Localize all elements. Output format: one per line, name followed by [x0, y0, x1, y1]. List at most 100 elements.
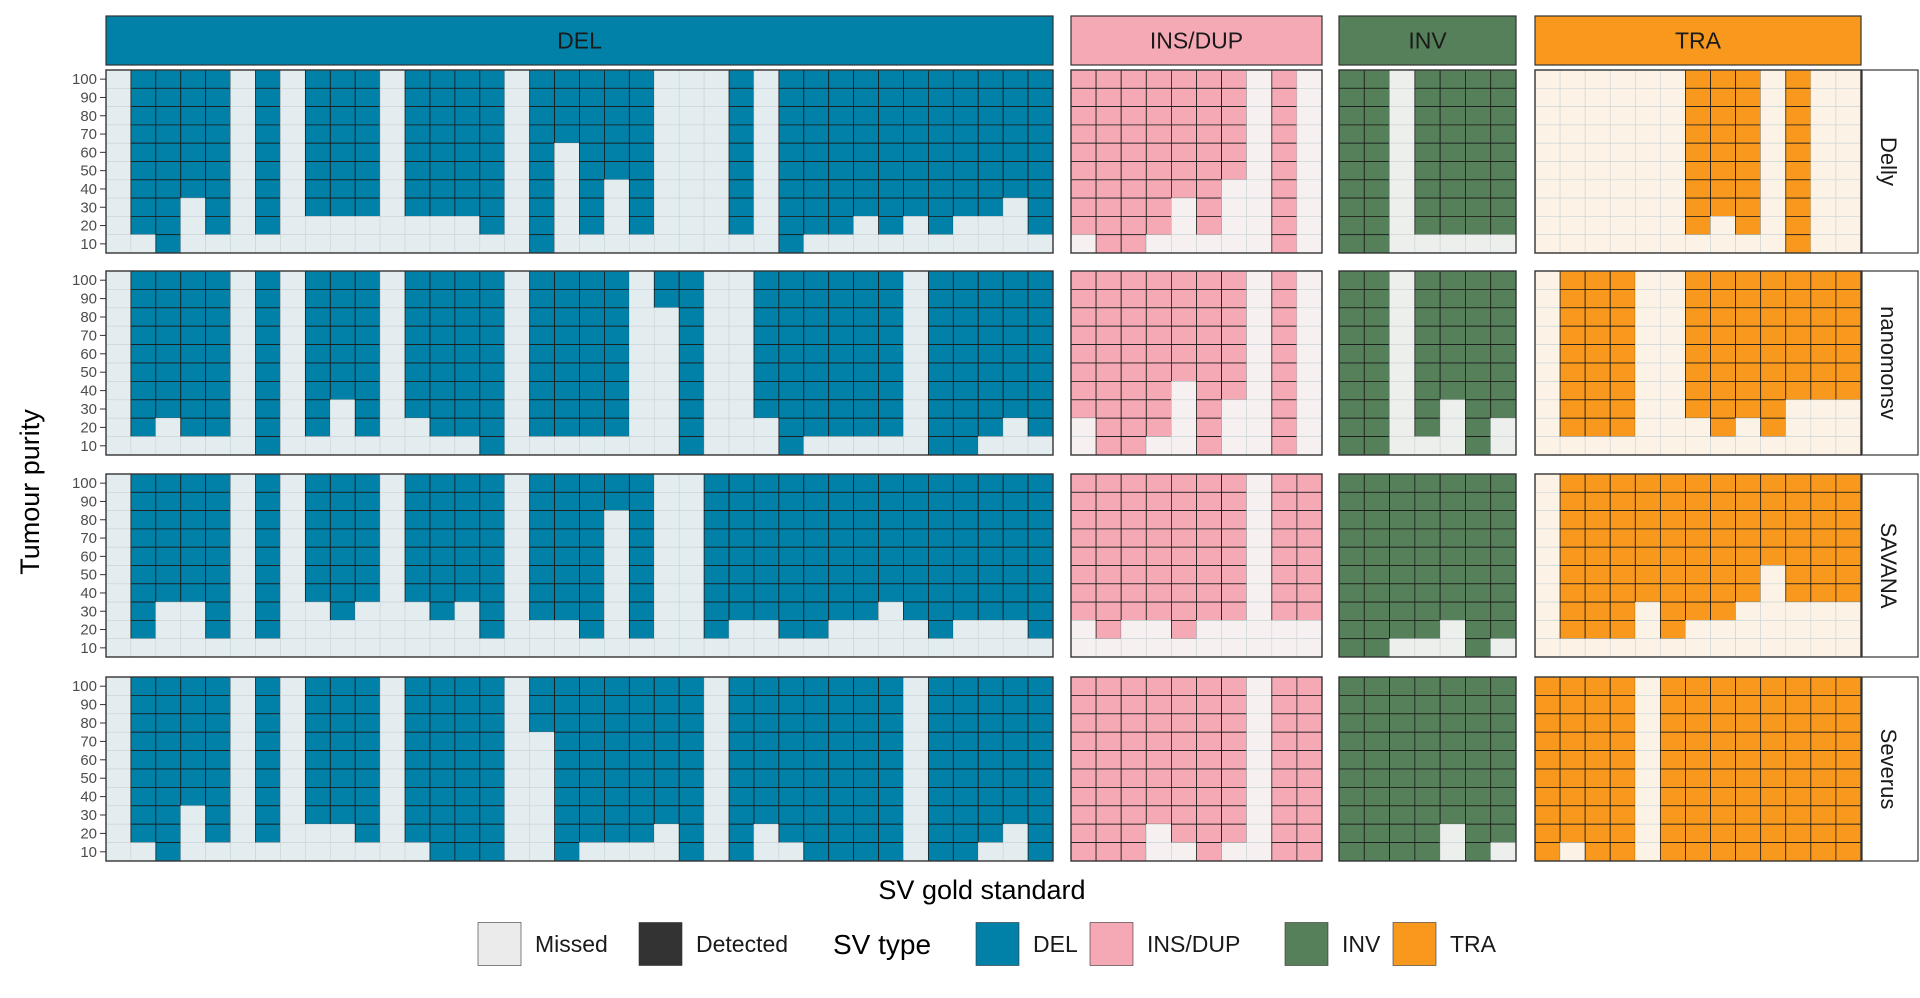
cell [927, 197, 954, 217]
cell [1338, 215, 1365, 236]
cell [230, 546, 256, 566]
cell [130, 307, 157, 327]
cell [1363, 106, 1390, 126]
cell [728, 215, 755, 236]
cell [255, 787, 281, 807]
y-tick-label: 100 [72, 475, 97, 492]
cell [1584, 510, 1611, 530]
cell [703, 270, 730, 290]
cell [1027, 823, 1054, 844]
panel-border [1338, 270, 1517, 456]
cell [629, 289, 655, 309]
cell [255, 417, 281, 438]
cell [1338, 142, 1365, 162]
cell [953, 638, 979, 658]
cell [1785, 215, 1812, 236]
cell [1246, 325, 1273, 345]
cell [404, 288, 431, 309]
cell [1534, 601, 1561, 621]
cell [1095, 362, 1122, 382]
cell [1685, 215, 1711, 236]
cell [604, 583, 630, 603]
cell [1196, 528, 1223, 548]
y-tick-label: 40 [80, 789, 97, 806]
cell [354, 436, 381, 456]
cell [554, 325, 580, 346]
cell [628, 473, 655, 493]
cell [1635, 805, 1661, 825]
cell [354, 417, 381, 438]
y-tick-label: 50 [80, 770, 97, 787]
cell [1685, 344, 1711, 364]
cell [604, 69, 630, 89]
cell [1221, 565, 1248, 585]
cell [105, 381, 132, 401]
cell [1584, 344, 1611, 364]
legend-swatch [477, 922, 522, 966]
cell [1635, 88, 1661, 107]
cell [1559, 124, 1586, 144]
cell [1465, 436, 1492, 456]
cell [728, 307, 755, 327]
cell [479, 805, 506, 825]
cell [554, 106, 580, 126]
cell [853, 750, 879, 770]
cell [529, 787, 555, 807]
cell [1095, 842, 1122, 862]
cell [604, 436, 630, 456]
cell [628, 601, 655, 621]
cell [828, 325, 855, 346]
cell [1389, 823, 1416, 844]
cell [952, 436, 979, 456]
cell [678, 106, 705, 126]
cell [454, 270, 481, 290]
cell [878, 620, 904, 640]
cell [255, 695, 281, 715]
cell [1221, 399, 1247, 419]
cell [952, 417, 979, 438]
cell [1810, 216, 1837, 235]
cell [629, 381, 655, 401]
cell [1095, 546, 1122, 566]
cell [1490, 399, 1517, 419]
cell [1534, 491, 1561, 511]
cell [280, 823, 306, 843]
cell [404, 528, 431, 548]
cell [828, 161, 855, 181]
cell [554, 695, 580, 715]
cell [1095, 436, 1122, 456]
cell [903, 528, 929, 548]
cell [1685, 473, 1711, 493]
cell [1246, 787, 1273, 807]
cell [1439, 106, 1466, 126]
cell [803, 436, 830, 456]
cell [778, 842, 805, 862]
cell [1660, 436, 1686, 456]
cell [1363, 583, 1390, 603]
cell [853, 325, 879, 346]
cell [1296, 417, 1323, 437]
cell [1685, 197, 1711, 217]
cell [1439, 142, 1466, 162]
cell [728, 142, 755, 162]
cell [1584, 546, 1611, 566]
cell [354, 510, 381, 530]
cell [903, 161, 929, 181]
cell [1735, 638, 1761, 658]
cell [579, 179, 605, 199]
cell [1070, 380, 1097, 401]
cell [379, 142, 406, 162]
cell [155, 69, 182, 89]
cell [678, 288, 705, 309]
cell [404, 417, 431, 437]
cell [105, 417, 132, 437]
cell [1221, 713, 1248, 733]
cell [803, 325, 830, 346]
cell [280, 491, 306, 511]
cell [404, 161, 431, 181]
cell [903, 399, 929, 419]
cell [1584, 620, 1611, 640]
cell [155, 676, 182, 696]
cell [1296, 88, 1323, 107]
cell [1095, 805, 1122, 825]
